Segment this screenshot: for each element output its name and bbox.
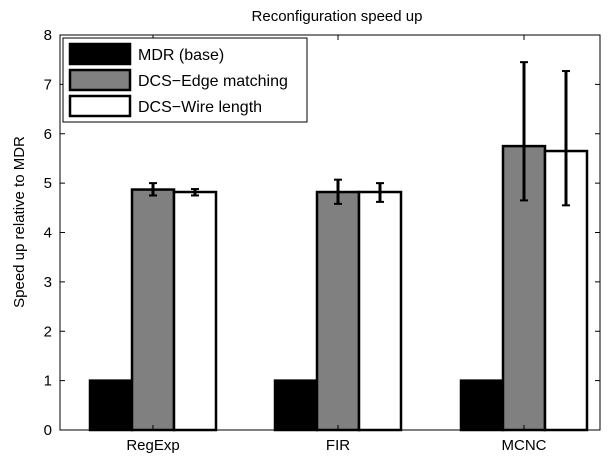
bar-regexp-series-2 (130, 188, 176, 432)
y-axis-label: Speed up relative to MDR (11, 136, 28, 308)
bar-fir-series-3 (357, 190, 403, 432)
legend: MDR (base) DCS−Edge matching DCS−Wire leng… (62, 37, 308, 123)
bar-fir-series-2 (315, 190, 361, 432)
legend-entry-3: DCS−Wire length (138, 99, 262, 116)
plot-area: RegExp FIR MCNC 0 1 2 3 4 5 6 7 8 (44, 27, 601, 454)
legend-entry-2: DCS−Edge matching (138, 73, 288, 90)
bar-mcnc-series-1 (459, 379, 505, 432)
x-tick-label: RegExp (126, 437, 179, 454)
bar-fir-series-1 (273, 379, 319, 432)
x-tick-label: FIR (326, 437, 350, 454)
legend-swatch-1 (68, 42, 132, 66)
chart-title: Reconfiguration speed up (252, 8, 423, 25)
y-tick-label: 6 (44, 126, 52, 143)
bar-regexp-series-3 (172, 190, 218, 432)
x-tick-label: MCNC (502, 437, 547, 454)
legend-entry-1: MDR (base) (138, 47, 224, 64)
y-tick-label: 3 (44, 274, 52, 291)
y-tick-label: 2 (44, 323, 52, 340)
y-tick-label: 5 (44, 175, 52, 192)
axes-frame (59, 34, 601, 431)
bar-regexp-series-1 (88, 379, 134, 432)
y-tick-label: 4 (44, 225, 52, 242)
y-tick-label: 7 (44, 76, 52, 93)
legend-swatch-3 (68, 94, 132, 118)
y-tick-label: 1 (44, 373, 52, 390)
y-tick-label: 0 (44, 422, 52, 439)
y-tick-label: 8 (44, 27, 52, 44)
legend-swatch-2 (68, 68, 132, 92)
